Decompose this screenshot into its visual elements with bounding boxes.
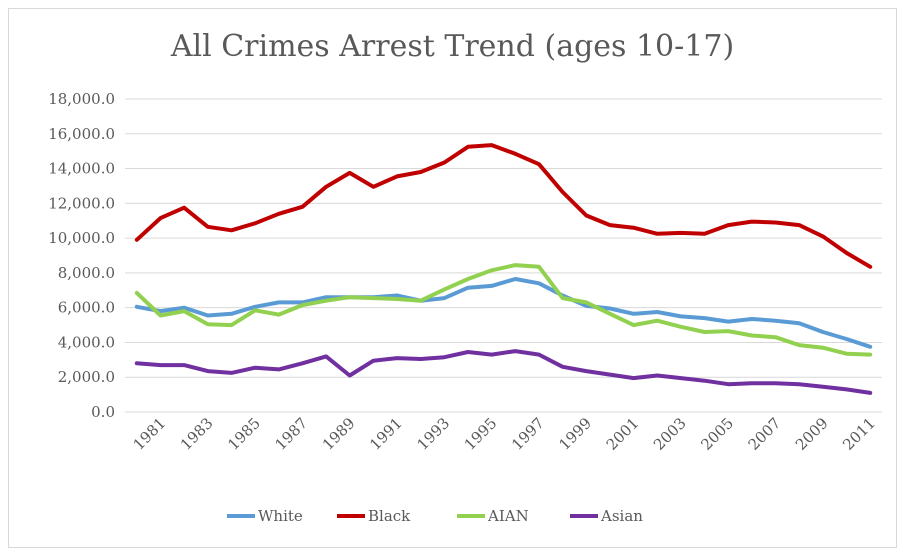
x-tick-label: 1983 [177, 414, 217, 454]
y-tick-label: 10,000.0 [48, 229, 115, 247]
legend-label-asian: Asian [600, 507, 643, 525]
legend-label-black: Black [368, 507, 411, 525]
x-tick-label: 2011 [839, 414, 879, 454]
x-tick-label: 1985 [224, 414, 264, 454]
x-tick-label: 1995 [461, 414, 501, 454]
y-tick-label: 8,000.0 [58, 264, 115, 282]
x-tick-label: 1997 [508, 414, 548, 454]
series-lines [134, 143, 873, 395]
x-tick-label: 1981 [130, 414, 170, 454]
x-tick-label: 2003 [650, 414, 690, 454]
x-tick-label: 2005 [697, 414, 737, 454]
y-tick-label: 6,000.0 [58, 299, 115, 317]
y-tick-label: 16,000.0 [48, 125, 115, 143]
y-axis-tick-labels: 0.0 2,000.0 4,000.0 6,000.0 8,000.0 10,000.0 1… [48, 90, 115, 421]
series-line-black [134, 143, 873, 269]
x-axis-tick-labels: 1981 1983 1985 1987 1989 1991 1993 1995 1997 1999… [130, 414, 879, 454]
x-tick-label: 1987 [272, 414, 312, 454]
chart-frame: All Crimes Arrest Trend (ages 10-17) [8, 8, 897, 548]
x-tick-label: 2009 [792, 414, 832, 454]
y-tick-label: 4,000.0 [58, 333, 115, 351]
chart-title: All Crimes Arrest Trend (ages 10-17) [170, 29, 735, 64]
y-tick-label: 18,000.0 [48, 90, 115, 108]
series-line-asian [134, 349, 873, 395]
legend-label-aian: AIAN [487, 507, 529, 525]
x-tick-label: 2001 [603, 414, 643, 454]
x-tick-label: 1989 [319, 414, 359, 454]
legend: White Black AIAN Asian [227, 507, 643, 525]
x-tick-label: 1991 [366, 414, 406, 454]
x-tick-label: 2007 [745, 414, 785, 454]
y-tick-label: 0.0 [91, 403, 115, 421]
y-tick-label: 12,000.0 [48, 194, 115, 212]
legend-label-white: White [258, 507, 303, 525]
gridlines [125, 98, 882, 413]
x-tick-label: 1993 [413, 414, 453, 454]
y-tick-label: 2,000.0 [58, 368, 115, 386]
series-line-aian [134, 263, 873, 357]
y-tick-label: 14,000.0 [48, 160, 115, 178]
series-line-white [134, 277, 873, 349]
x-tick-label: 1999 [555, 414, 595, 454]
